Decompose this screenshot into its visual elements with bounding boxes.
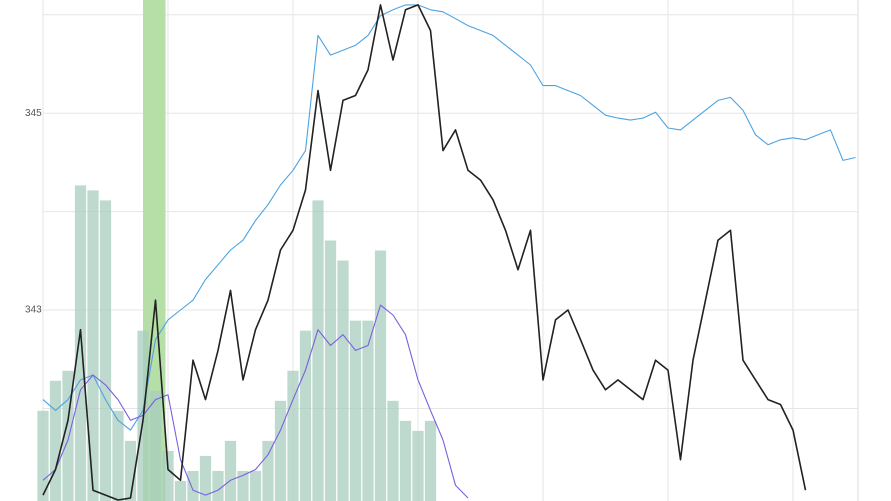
- bar: [162, 450, 174, 501]
- bar: [37, 410, 49, 501]
- y-tick-label: 343: [25, 305, 42, 316]
- bar: [174, 480, 187, 501]
- series-line: [42, 4, 856, 431]
- bar: [62, 370, 74, 501]
- bar: [399, 420, 412, 501]
- bar: [74, 185, 87, 501]
- bar: [312, 200, 324, 501]
- bar: [199, 455, 212, 501]
- bar: [349, 320, 362, 501]
- series-line: [42, 4, 807, 501]
- bar: [262, 440, 274, 501]
- bar: [237, 470, 249, 501]
- bar: [99, 200, 112, 501]
- bar: [124, 440, 137, 501]
- bar: [387, 400, 399, 501]
- bar: [112, 410, 124, 501]
- bar: [412, 430, 424, 501]
- bar: [337, 260, 349, 501]
- bar: [224, 440, 237, 501]
- bar: [212, 470, 224, 501]
- bar: [49, 380, 62, 501]
- bar: [87, 190, 99, 501]
- bar: [424, 420, 437, 501]
- bar: [324, 240, 337, 501]
- bar: [274, 400, 287, 501]
- series-line: [42, 304, 469, 499]
- bar: [299, 330, 312, 501]
- y-tick-label: 345: [25, 108, 42, 119]
- bar: [149, 390, 162, 501]
- bar: [362, 320, 374, 501]
- bar: [249, 470, 262, 501]
- bar: [287, 370, 299, 501]
- bar: [187, 470, 199, 501]
- bar: [374, 250, 387, 501]
